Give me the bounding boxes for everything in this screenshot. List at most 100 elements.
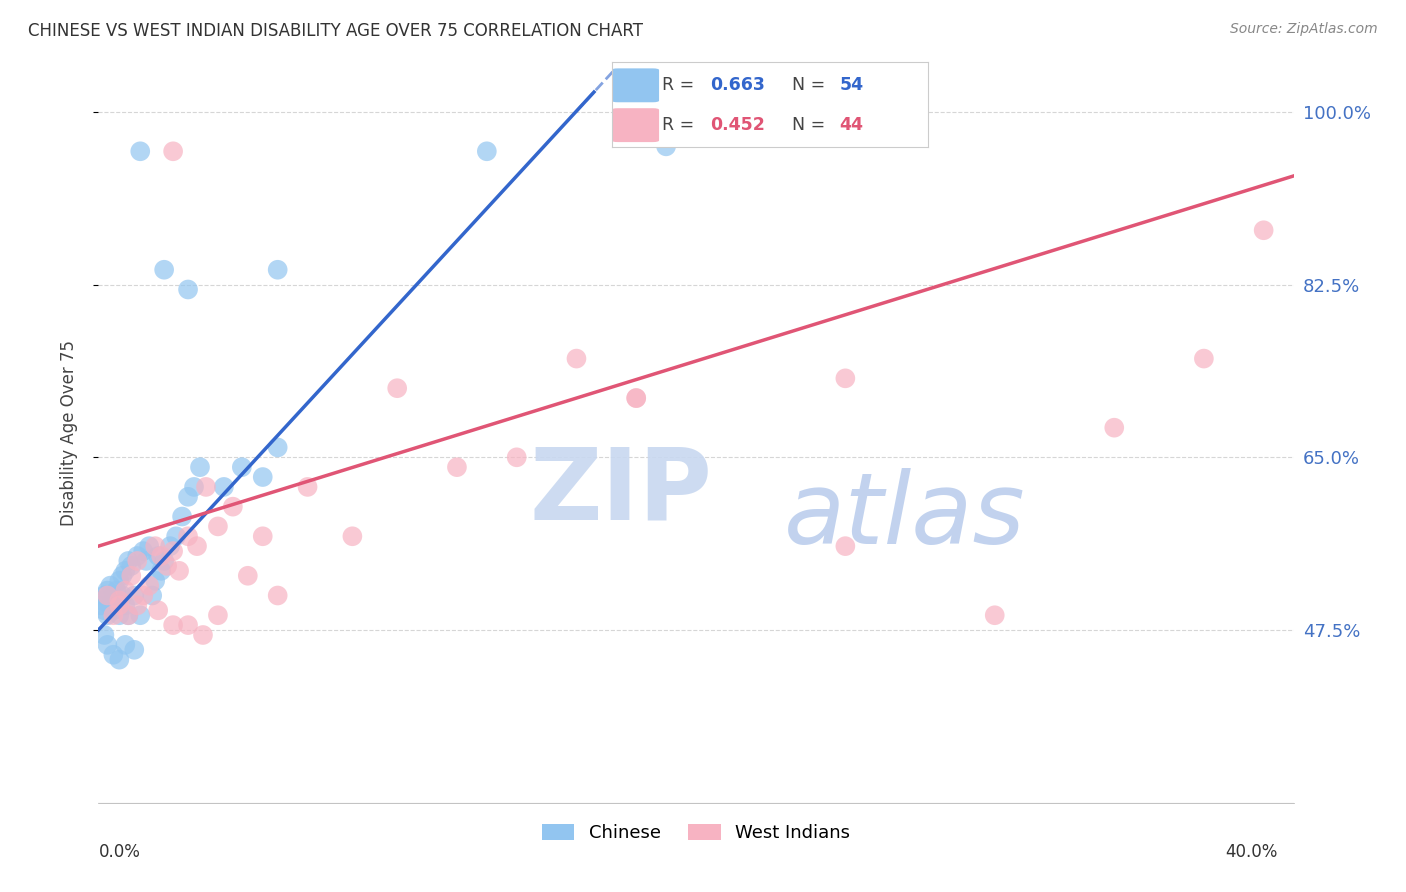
Point xyxy=(108,593,131,607)
Point xyxy=(108,653,131,667)
FancyBboxPatch shape xyxy=(612,108,659,142)
Point xyxy=(129,608,152,623)
Point xyxy=(148,549,170,563)
Point xyxy=(108,608,131,623)
Point xyxy=(143,574,166,588)
Point xyxy=(195,480,218,494)
Point xyxy=(252,470,274,484)
Point xyxy=(156,558,179,573)
Point xyxy=(153,554,176,568)
Point xyxy=(138,579,160,593)
Point xyxy=(212,480,235,494)
Point xyxy=(143,539,166,553)
Point xyxy=(626,391,648,405)
Point xyxy=(267,262,290,277)
Point xyxy=(626,391,648,405)
Point xyxy=(117,608,139,623)
Point xyxy=(655,139,678,153)
Point xyxy=(111,589,134,603)
Point xyxy=(207,519,229,533)
Text: N =: N = xyxy=(792,116,831,134)
Point xyxy=(834,539,856,553)
Point xyxy=(207,608,229,623)
Point xyxy=(159,539,181,553)
Point xyxy=(231,460,253,475)
Point xyxy=(103,603,125,617)
Point xyxy=(141,589,163,603)
Point xyxy=(103,648,125,662)
Point xyxy=(90,599,112,613)
Point xyxy=(150,549,173,563)
Point xyxy=(191,628,214,642)
Point xyxy=(111,568,134,582)
Point xyxy=(98,579,122,593)
Point xyxy=(93,603,115,617)
Point xyxy=(132,589,155,603)
Text: CHINESE VS WEST INDIAN DISABILITY AGE OVER 75 CORRELATION CHART: CHINESE VS WEST INDIAN DISABILITY AGE OV… xyxy=(28,22,643,40)
Text: 0.452: 0.452 xyxy=(710,116,765,134)
Point xyxy=(1192,351,1215,366)
Point xyxy=(96,583,118,598)
Text: R =: R = xyxy=(662,77,700,95)
Point xyxy=(342,529,364,543)
Point xyxy=(267,589,290,603)
Point xyxy=(506,450,529,465)
Point xyxy=(150,564,173,578)
Point xyxy=(103,589,125,603)
Point xyxy=(93,628,115,642)
Point xyxy=(108,574,131,588)
Point xyxy=(252,529,274,543)
Text: Source: ZipAtlas.com: Source: ZipAtlas.com xyxy=(1230,22,1378,37)
Text: R =: R = xyxy=(662,116,700,134)
Point xyxy=(148,603,170,617)
Point xyxy=(167,564,190,578)
Point xyxy=(177,618,200,632)
Point xyxy=(105,593,128,607)
Point xyxy=(96,608,118,623)
Point xyxy=(127,599,149,613)
Text: N =: N = xyxy=(792,77,831,95)
Y-axis label: Disability Age Over 75: Disability Age Over 75 xyxy=(59,340,77,525)
Point xyxy=(98,599,122,613)
Point xyxy=(127,549,149,563)
Point xyxy=(267,441,290,455)
Point xyxy=(138,539,160,553)
Point xyxy=(188,460,211,475)
Point xyxy=(183,480,205,494)
Point xyxy=(124,589,146,603)
Legend: Chinese, West Indians: Chinese, West Indians xyxy=(534,816,858,849)
Point xyxy=(114,583,136,598)
Point xyxy=(565,351,588,366)
Point xyxy=(103,608,125,623)
Text: 40.0%: 40.0% xyxy=(1225,843,1278,861)
Point xyxy=(114,599,136,613)
Point xyxy=(90,593,112,607)
Point xyxy=(93,589,115,603)
Text: 0.0%: 0.0% xyxy=(98,843,141,861)
Point xyxy=(222,500,245,514)
Point xyxy=(177,529,200,543)
Point xyxy=(834,371,856,385)
Point xyxy=(120,558,142,573)
Point xyxy=(135,554,157,568)
Point xyxy=(120,568,142,582)
Point xyxy=(186,539,208,553)
Point xyxy=(105,583,128,598)
Point xyxy=(114,638,136,652)
Point xyxy=(162,618,184,632)
Text: 44: 44 xyxy=(839,116,863,134)
Point xyxy=(172,509,194,524)
Point xyxy=(114,564,136,578)
Point xyxy=(162,544,184,558)
Point xyxy=(96,589,118,603)
Text: 0.663: 0.663 xyxy=(710,77,765,95)
Point xyxy=(96,638,118,652)
Point xyxy=(177,283,200,297)
FancyBboxPatch shape xyxy=(612,69,659,103)
Point xyxy=(127,554,149,568)
Point xyxy=(475,145,498,159)
Point xyxy=(1104,420,1126,434)
Point xyxy=(117,608,139,623)
Point xyxy=(153,262,176,277)
Point xyxy=(385,381,409,395)
